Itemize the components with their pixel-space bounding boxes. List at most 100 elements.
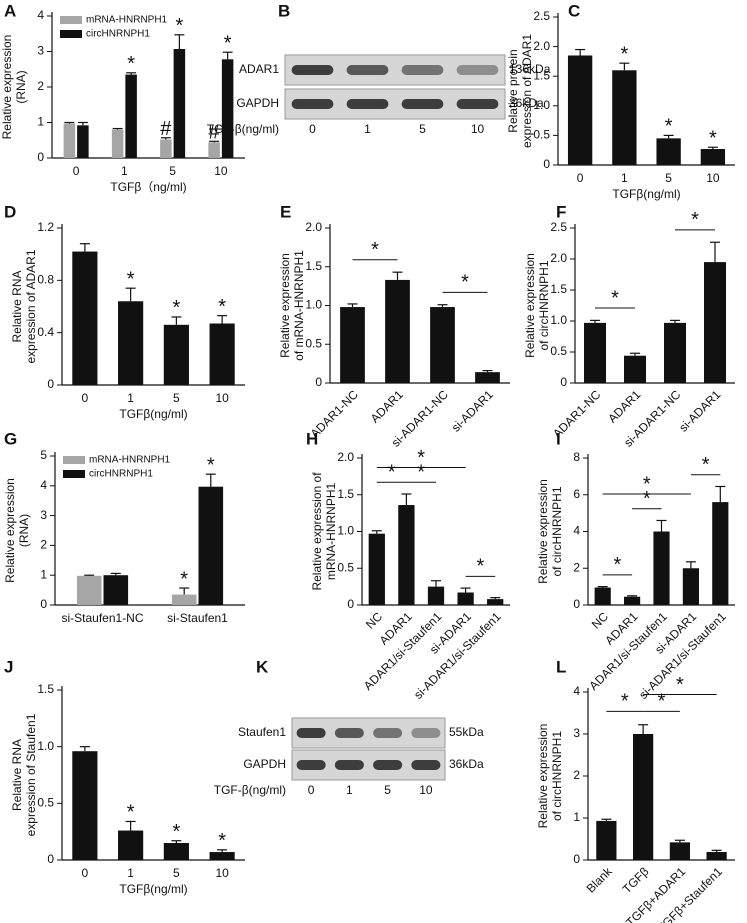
y-axis-label: of circHNRNPH1 bbox=[550, 486, 564, 576]
y-axis-label: (RNA) bbox=[14, 70, 28, 103]
y-tick-label: 4 bbox=[573, 524, 580, 538]
legend-swatch bbox=[60, 16, 82, 24]
bar bbox=[111, 129, 124, 158]
y-tick-label: 2 bbox=[37, 79, 44, 93]
y-tick-label: 1.0 bbox=[37, 739, 54, 753]
y-tick-label: 1.5 bbox=[37, 682, 54, 696]
blot-band bbox=[334, 760, 364, 770]
y-axis-label: of circHNRNPH1 bbox=[537, 260, 551, 350]
significance-marker: * bbox=[702, 454, 710, 476]
bar bbox=[208, 142, 220, 158]
x-tick-label: NC bbox=[363, 609, 385, 631]
y-tick-label: 3 bbox=[37, 44, 44, 58]
blot-band bbox=[411, 760, 441, 770]
blot-band bbox=[291, 65, 334, 75]
panel-letter: E bbox=[280, 202, 291, 221]
blot-band bbox=[291, 99, 334, 109]
y-tick-label: 0.5 bbox=[305, 336, 322, 350]
x-tick-label: si-Staufen1 bbox=[167, 611, 228, 625]
y-tick-label: 0 bbox=[573, 852, 580, 866]
lane-label: 1 bbox=[364, 122, 371, 136]
x-tick-label: 0 bbox=[577, 171, 584, 185]
row-label: Staufen1 bbox=[238, 725, 286, 739]
y-tick-label: 0 bbox=[347, 597, 354, 611]
bar bbox=[633, 734, 654, 860]
y-tick-label: 2.0 bbox=[305, 220, 322, 234]
significance-marker: * bbox=[172, 821, 180, 843]
size-label: 36kDa bbox=[509, 96, 544, 110]
significance-marker: * bbox=[388, 462, 396, 484]
x-tick-label: ADAR1 bbox=[368, 387, 406, 425]
blot-band bbox=[456, 99, 499, 109]
significance-marker: * bbox=[477, 556, 485, 578]
x-tick-label: 0 bbox=[82, 391, 89, 405]
y-tick-label: 6 bbox=[573, 487, 580, 501]
y-tick-label: 4 bbox=[37, 8, 44, 22]
x-tick-label: 5 bbox=[169, 164, 176, 178]
significance-marker: * bbox=[224, 32, 232, 54]
legend-label: mRNA-HNRNPH1 bbox=[86, 15, 168, 26]
bar bbox=[712, 502, 729, 605]
y-axis-label: of mRNA-HNRNPH1 bbox=[292, 250, 306, 361]
y-axis-label: expression of Staufen1 bbox=[24, 713, 38, 836]
y-tick-label: 8 bbox=[573, 450, 580, 464]
significance-marker: * bbox=[676, 674, 684, 696]
bar bbox=[624, 355, 646, 383]
bar bbox=[704, 262, 726, 383]
bar bbox=[427, 586, 445, 605]
lane-label: 10 bbox=[419, 783, 433, 797]
bar bbox=[430, 307, 455, 383]
bar bbox=[594, 587, 611, 605]
y-axis-label: Relative RNA bbox=[10, 270, 24, 342]
x-tick-label: si-ADAR1 bbox=[676, 387, 723, 434]
size-label: 136kDa bbox=[509, 62, 551, 76]
panel-letter: K bbox=[256, 657, 269, 676]
lane-label: 10 bbox=[471, 122, 485, 136]
bar bbox=[653, 531, 670, 605]
bar bbox=[612, 70, 637, 165]
bar bbox=[596, 820, 617, 860]
y-axis-label: Relative RNA bbox=[10, 739, 24, 811]
blot-band bbox=[346, 99, 389, 109]
legend-swatch bbox=[63, 456, 85, 464]
y-tick-label: 0 bbox=[560, 375, 567, 389]
y-tick-label: 0 bbox=[37, 150, 44, 164]
blot-band bbox=[401, 99, 444, 109]
y-axis-label: mRNA-HNRNPH1 bbox=[324, 483, 338, 581]
y-tick-label: 1.0 bbox=[305, 298, 322, 312]
panel-letter: B bbox=[278, 1, 290, 20]
x-axis-label: TGFβ(ng/ml) bbox=[119, 407, 187, 421]
x-tick-label: 1 bbox=[127, 866, 134, 880]
x-tick-label: 1 bbox=[127, 391, 134, 405]
y-axis-label: Relative expression of bbox=[310, 472, 324, 591]
bar bbox=[706, 852, 727, 860]
legend-label: circHNRNPH1 bbox=[86, 29, 150, 40]
y-axis-label: Relative expression bbox=[278, 253, 292, 358]
y-tick-label: 0 bbox=[543, 157, 550, 171]
bar bbox=[624, 596, 641, 605]
significance-marker: * bbox=[709, 128, 717, 150]
y-tick-label: 1.5 bbox=[533, 68, 550, 82]
y-tick-label: 4 bbox=[40, 478, 47, 492]
x-tick-label: 10 bbox=[706, 171, 720, 185]
y-axis-label: expression of ADAR1 bbox=[520, 34, 534, 148]
panel-letter: F bbox=[556, 202, 566, 221]
y-tick-label: 2.0 bbox=[337, 450, 354, 464]
y-tick-label: 1.5 bbox=[550, 282, 567, 296]
x-tick-label: 0 bbox=[82, 866, 89, 880]
y-axis-label: (RNA) bbox=[17, 514, 31, 547]
y-tick-label: 3 bbox=[40, 508, 47, 522]
bar bbox=[160, 139, 172, 158]
y-axis-label: expression of ADAR1 bbox=[24, 249, 38, 363]
bar bbox=[664, 322, 686, 383]
y-axis-label: Relative protein bbox=[506, 49, 520, 132]
y-tick-label: 1.0 bbox=[550, 313, 567, 327]
x-tick-label: ADAR1 bbox=[605, 387, 643, 425]
panel-letter: I bbox=[556, 429, 561, 448]
y-tick-label: 1.5 bbox=[305, 259, 322, 273]
size-label: 36kDa bbox=[449, 757, 484, 771]
y-axis-label: Relative expression bbox=[536, 724, 550, 829]
y-tick-label: 0.5 bbox=[37, 796, 54, 810]
panel-letter: D bbox=[4, 202, 16, 221]
